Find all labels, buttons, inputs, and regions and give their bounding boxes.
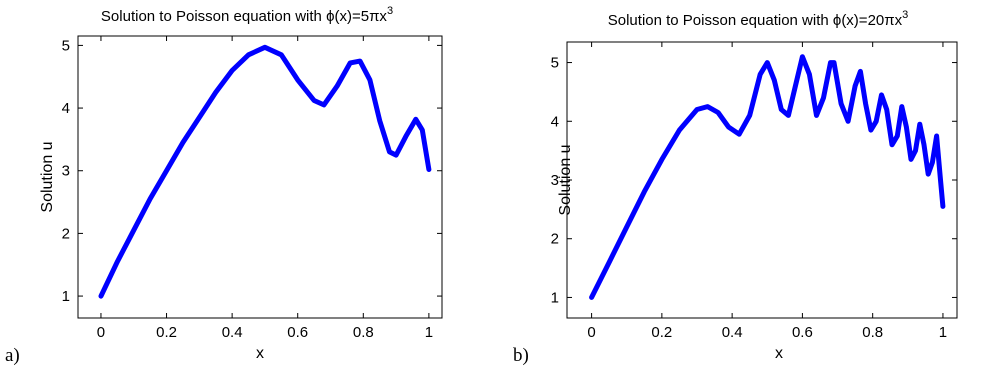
x-tick-label-b: 0.4 [722, 324, 743, 341]
x-tick-label-a: 0.2 [156, 324, 177, 341]
x-tick-label-a: 0.4 [222, 324, 243, 341]
y-tick-label-a: 3 [62, 163, 70, 180]
panel-a: Solution to Poisson equation with ϕ(x)=5… [5, 5, 443, 366]
y-tick-label-a: 2 [62, 225, 70, 242]
y-ticks-a: 1 2 3 4 5 [62, 37, 442, 305]
y-axis-label-b: Solution u [557, 144, 574, 215]
y-tick-label-a: 5 [62, 37, 70, 54]
x-axis-label-a: x [256, 345, 264, 362]
chart-title-b: Solution to Poisson equation with ϕ(x)=2… [608, 9, 908, 29]
plot-frame-b [566, 41, 958, 319]
chart-title-a: Solution to Poisson equation with ϕ(x)=5… [101, 5, 393, 25]
y-tick-label-b: 1 [551, 289, 559, 306]
x-tick-label-a: 0.8 [353, 324, 374, 341]
x-tick-label-b: 0.8 [862, 324, 883, 341]
x-tick-label-a: 0 [97, 324, 105, 341]
y-ticks-b: 1 2 3 4 5 [551, 55, 957, 306]
x-tick-label-b: 0.6 [792, 324, 813, 341]
x-tick-label-a: 0.6 [287, 324, 308, 341]
x-tick-label-b: 0 [587, 324, 595, 341]
series-line-b [589, 54, 946, 300]
series-line-a [98, 44, 432, 299]
y-tick-label-b: 2 [551, 231, 559, 248]
y-tick-label-b: 5 [551, 55, 559, 72]
y-axis-label-a: Solution u [39, 141, 56, 212]
x-ticks-a: 0 0.2 0.4 0.6 0.8 1 [97, 36, 433, 341]
x-axis-label-b: x [775, 345, 783, 362]
y-tick-label-a: 1 [62, 288, 70, 305]
panel-label-a: a) [5, 345, 20, 366]
y-tick-label-b: 4 [551, 113, 559, 130]
x-tick-label-b: 0.2 [651, 324, 672, 341]
x-tick-label-b: 1 [939, 324, 947, 341]
x-tick-label-a: 1 [425, 324, 433, 341]
x-ticks-b: 0 0.2 0.4 0.6 0.8 1 [587, 42, 947, 341]
y-tick-label-a: 4 [62, 100, 70, 117]
panel-b: Solution to Poisson equation with ϕ(x)=2… [513, 9, 958, 366]
panel-label-b: b) [513, 345, 529, 366]
y-tick-label-b: 3 [551, 172, 559, 189]
plot-frame-a [77, 35, 443, 319]
